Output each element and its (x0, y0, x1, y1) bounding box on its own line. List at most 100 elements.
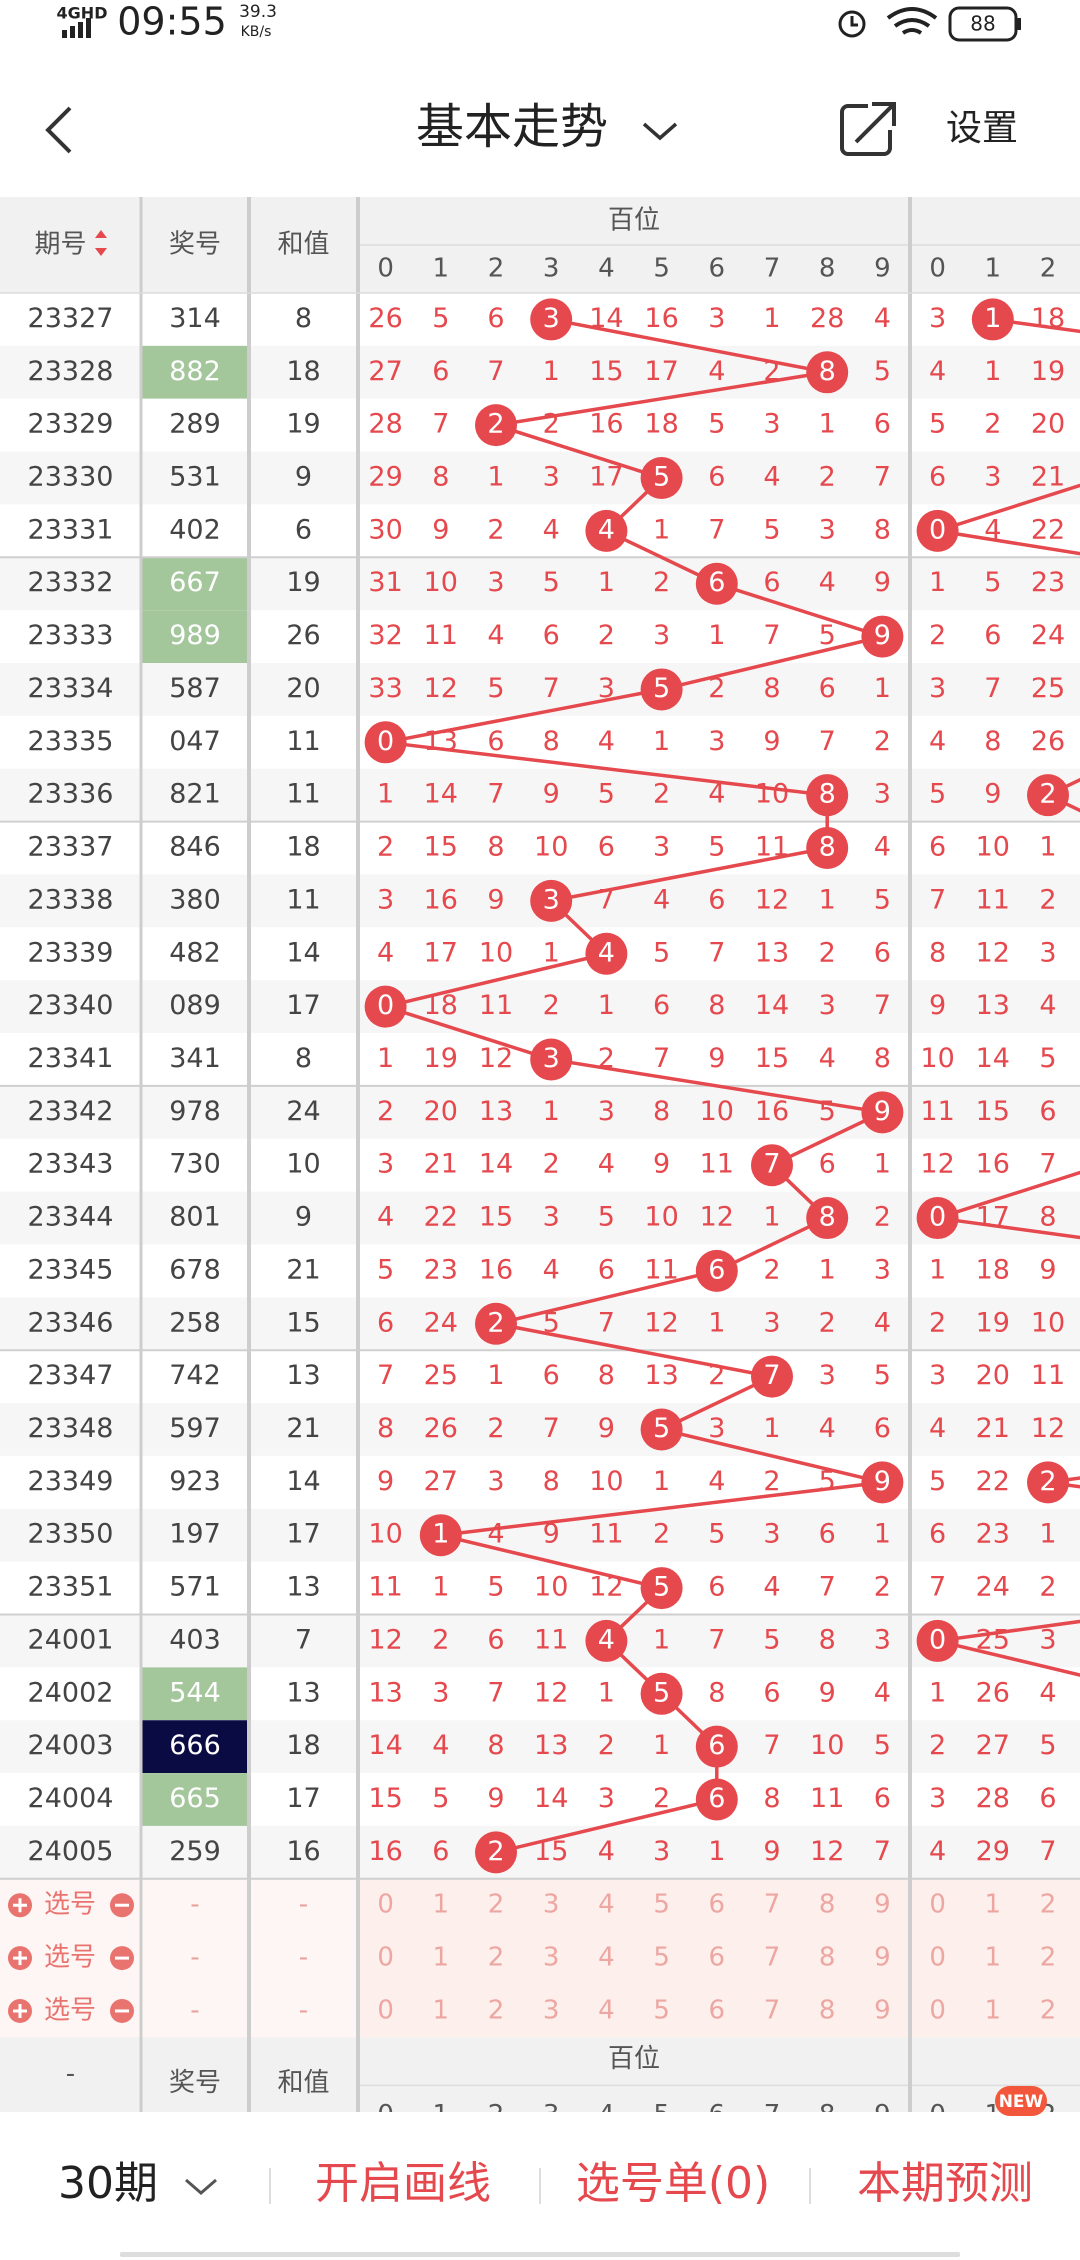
winning-number: 482 (169, 937, 221, 968)
miss-count: 5 (598, 779, 615, 810)
hit-digit: 5 (653, 1413, 670, 1444)
predict-button[interactable]: 本期预测 (857, 2158, 1033, 2209)
hit-ball (806, 1197, 849, 1240)
pick-digit[interactable]: 0 (377, 1890, 394, 1920)
pick-digit[interactable]: 0 (377, 1995, 394, 2025)
back-button[interactable] (45, 106, 72, 154)
pick-digit[interactable]: 1 (985, 1890, 1002, 1920)
miss-count: 12 (534, 1677, 568, 1708)
column-header: 奖号 (169, 230, 221, 260)
period-selector[interactable]: 30期 (58, 2158, 158, 2209)
miss-count: 7 (598, 1307, 615, 1338)
miss-count: 8 (432, 462, 449, 493)
miss-count: 1 (598, 1677, 615, 1708)
pick-digit[interactable]: 8 (819, 1890, 836, 1920)
pick-digit[interactable]: 0 (929, 1995, 946, 2025)
pick-digit[interactable]: 2 (488, 1890, 505, 1920)
pick-digit[interactable]: 3 (543, 1890, 560, 1920)
pick-digit[interactable]: 7 (764, 1890, 781, 1920)
pick-digit[interactable]: 4 (598, 1890, 615, 1920)
miss-count: 7 (929, 884, 946, 915)
miss-count: 21 (1031, 462, 1065, 493)
miss-count: 2 (487, 514, 504, 545)
pick-digit[interactable]: 5 (653, 1890, 670, 1920)
miss-count: 16 (479, 1254, 513, 1285)
hit-digit: 3 (543, 884, 560, 915)
period: 23342 (28, 1096, 114, 1127)
pick-digit[interactable]: 2 (1040, 1943, 1057, 1973)
pick-digit[interactable]: 4 (598, 1995, 615, 2025)
settings-button[interactable]: 设置 (946, 108, 1018, 149)
pick-digit[interactable]: 1 (985, 1943, 1002, 1973)
winning-number: 089 (169, 990, 221, 1021)
pick-digit[interactable]: 1 (433, 1943, 450, 1973)
pick-digit[interactable]: 2 (488, 1943, 505, 1973)
row-bg (0, 663, 1080, 716)
pick-digit[interactable]: 8 (819, 1995, 836, 2025)
miss-count: 1 (543, 1096, 560, 1127)
hit-digit: 0 (929, 1624, 946, 1655)
number-highlight (141, 1667, 249, 1721)
miss-count: 16 (976, 1149, 1010, 1180)
miss-count: 1 (763, 1202, 780, 1233)
title-dropdown[interactable] (642, 122, 678, 141)
miss-count: 13 (424, 726, 458, 757)
miss-count: 18 (976, 1254, 1010, 1285)
miss-count: 8 (984, 726, 1001, 757)
sum: 11 (286, 779, 320, 810)
pick-digit[interactable]: 9 (874, 1943, 891, 1973)
period: 23329 (28, 409, 114, 440)
pick-digit[interactable]: 0 (929, 1943, 946, 1973)
hit-digit: 2 (1039, 1466, 1056, 1497)
miss-count: 3 (598, 673, 615, 704)
hit-digit: 8 (819, 832, 836, 863)
column-header: 和值 (277, 230, 329, 260)
pick-digit[interactable]: 1 (433, 1890, 450, 1920)
hit-digit: 6 (708, 1783, 725, 1814)
pick-digit[interactable]: 2 (1040, 1890, 1057, 1920)
pick-digit[interactable]: 7 (764, 1943, 781, 1973)
page-title[interactable]: 基本走势 (416, 99, 608, 155)
pick-digit[interactable]: 0 (929, 1890, 946, 1920)
pick-digit[interactable]: 6 (709, 1995, 726, 2025)
miss-count: 1 (984, 356, 1001, 387)
pick-digit[interactable]: 7 (764, 1995, 781, 2025)
miss-count: 8 (598, 1360, 615, 1391)
pick-digit[interactable]: 8 (819, 1943, 836, 1973)
draw-button[interactable]: 开启画线 (315, 2158, 491, 2209)
share-button[interactable] (840, 102, 896, 156)
pick-digit[interactable]: 1 (433, 1995, 450, 2025)
miss-count: 5 (874, 356, 891, 387)
pick-digit[interactable]: 3 (543, 1943, 560, 1973)
miss-count: 8 (874, 1043, 891, 1074)
miss-count: 1 (763, 303, 780, 334)
miss-count: 9 (598, 1413, 615, 1444)
pick-digit[interactable]: 9 (874, 1995, 891, 2025)
miss-count: 6 (929, 1519, 946, 1550)
miss-count: 1 (819, 409, 836, 440)
footer-number: 奖号 (169, 2068, 221, 2098)
miss-count: 1 (543, 356, 560, 387)
miss-count: 7 (874, 462, 891, 493)
pick-digit[interactable]: 2 (1040, 1995, 1057, 2025)
pick-digit[interactable]: 3 (543, 1995, 560, 2025)
miss-count: 9 (543, 1519, 560, 1550)
miss-count: 5 (819, 1096, 836, 1127)
pick-digit[interactable]: 4 (598, 1943, 615, 1973)
miss-count: 10 (976, 832, 1010, 863)
pick-digit[interactable]: 2 (488, 1995, 505, 2025)
sum: 18 (286, 1730, 320, 1761)
pick-digit[interactable]: 0 (377, 1943, 394, 1973)
pick-digit[interactable]: 5 (653, 1995, 670, 2025)
hit-ball (585, 932, 628, 975)
plus (13, 1898, 27, 1913)
pick-digit[interactable]: 1 (985, 1995, 1002, 2025)
picks-button[interactable]: 选号单(0) (576, 2158, 770, 2209)
pick-digit[interactable]: 6 (709, 1890, 726, 1920)
sum: 9 (295, 462, 312, 493)
miss-count: 3 (763, 409, 780, 440)
pick-digit[interactable]: 9 (874, 1890, 891, 1920)
pick-digit[interactable]: 5 (653, 1943, 670, 1973)
pick-digit[interactable]: 6 (709, 1943, 726, 1973)
miss-count: 4 (874, 1677, 891, 1708)
